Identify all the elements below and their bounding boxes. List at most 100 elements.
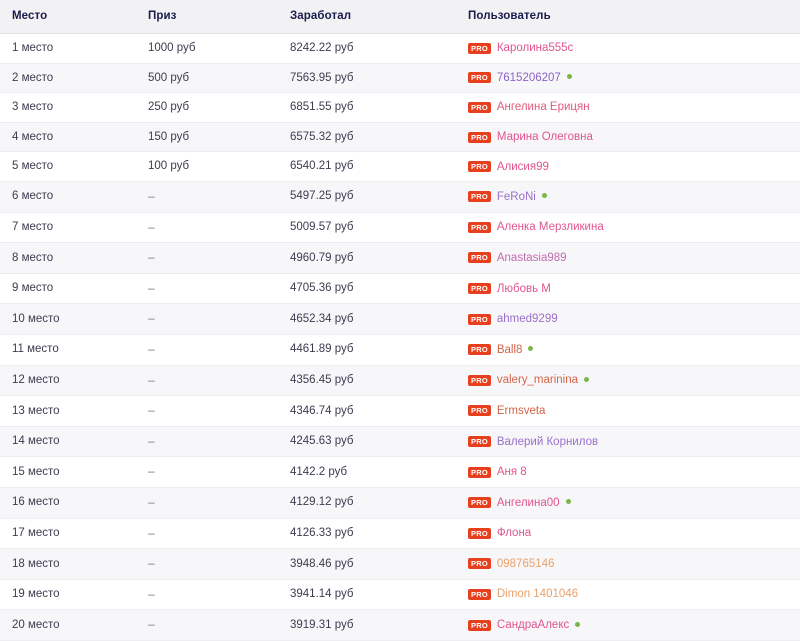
cell-user: PRO Ангелина Ерицян <box>466 92 800 123</box>
user-name-link[interactable]: Аня 8 <box>496 466 527 479</box>
user-name-link[interactable]: Марина Олеговна <box>496 131 593 144</box>
prize-dash: – <box>148 188 155 203</box>
user-name-link[interactable]: Валерий Корнилов <box>496 435 599 448</box>
cell-earned: 4705.36 руб <box>288 273 466 305</box>
table-row[interactable]: 17 место – 4126.33 руб PRO Флона <box>0 518 800 550</box>
cell-user: PRO Флона <box>466 518 800 550</box>
table-row[interactable]: 9 место – 4705.36 руб PRO Любовь М <box>0 273 800 305</box>
user-entry: PRO Anastasia989 <box>468 244 800 273</box>
table-row[interactable]: 12 место – 4356.45 руб PRO valery_marinina <box>0 365 800 397</box>
cell-prize: – <box>146 212 288 244</box>
cell-place: 20 место <box>0 609 146 641</box>
pro-badge-icon: PRO <box>468 497 491 509</box>
column-header-place[interactable]: Место <box>0 0 146 34</box>
user-entry: PRO Ангелина Ерицян <box>468 93 800 122</box>
column-header-earned[interactable]: Заработал <box>288 0 466 34</box>
cell-user: PRO Ermsveta <box>466 395 800 427</box>
cell-user: PRO 098765146 <box>466 548 800 580</box>
table-row[interactable]: 19 место – 3941.14 руб PRO Dimon 1401046 <box>0 579 800 611</box>
cell-user: PRO valery_marinina <box>466 365 800 397</box>
user-name-link[interactable]: 098765146 <box>496 557 555 570</box>
table-row[interactable]: 20 место – 3919.31 руб PRO СандраАлекс <box>0 609 800 641</box>
user-name-link[interactable]: ahmed9299 <box>496 313 558 326</box>
cell-user: PRO Anastasia989 <box>466 242 800 274</box>
pro-badge-icon: PRO <box>468 313 491 325</box>
cell-earned: 4960.79 руб <box>288 242 466 274</box>
cell-earned: 3941.14 руб <box>288 579 466 611</box>
cell-prize: – <box>146 548 288 580</box>
cell-earned: 4346.74 руб <box>288 395 466 427</box>
cell-prize: – <box>146 395 288 427</box>
cell-prize: 150 руб <box>146 122 288 153</box>
table-row[interactable]: 1 место 1000 руб 8242.22 руб PRO Каролина555… <box>0 33 800 64</box>
table-row[interactable]: 7 место – 5009.57 руб PRO Аленка Мерзликина <box>0 212 800 244</box>
table-row[interactable]: 18 место – 3948.46 руб PRO 098765146 <box>0 548 800 580</box>
cell-prize: 1000 руб <box>146 33 288 64</box>
user-entry: PRO Любовь М <box>468 274 800 303</box>
prize-dash: – <box>148 556 155 571</box>
user-name-link[interactable]: Алисия99 <box>496 160 549 173</box>
user-name-link[interactable]: Ball8 <box>496 343 523 356</box>
cell-user: PRO Валерий Корнилов <box>466 426 800 458</box>
prize-dash: – <box>148 494 155 509</box>
cell-place: 12 место <box>0 365 146 397</box>
user-name-link[interactable]: Каролина555с <box>496 42 574 55</box>
cell-place: 2 место <box>0 63 146 94</box>
cell-earned: 3919.31 руб <box>288 609 466 641</box>
column-header-prize[interactable]: Приз <box>146 0 288 34</box>
user-name-link[interactable]: Anastasia989 <box>496 251 567 264</box>
user-entry: PRO 098765146 <box>468 550 800 579</box>
user-name-link[interactable]: FeRoNi <box>496 190 536 203</box>
user-name-link[interactable]: Флона <box>496 527 532 540</box>
user-name-link[interactable]: valery_marinina <box>496 374 579 387</box>
table-row[interactable]: 6 место – 5497.25 руб PRO FeRoNi <box>0 181 800 213</box>
user-entry: PRO Марина Олеговна <box>468 123 800 152</box>
prize-dash: – <box>148 525 155 540</box>
table-row[interactable]: 4 место 150 руб 6575.32 руб PRO Марина Олего… <box>0 122 800 153</box>
table-row[interactable]: 13 место – 4346.74 руб PRO Ermsveta <box>0 395 800 427</box>
cell-place: 11 место <box>0 334 146 366</box>
user-name-link[interactable]: Ангелина Ерицян <box>496 101 590 114</box>
pro-badge-icon: PRO <box>468 42 491 54</box>
cell-user: PRO Любовь М <box>466 273 800 305</box>
cell-prize: – <box>146 273 288 305</box>
table-row[interactable]: 8 место – 4960.79 руб PRO Anastasia989 <box>0 242 800 274</box>
cell-user: PRO СандраАлекс <box>466 609 800 641</box>
user-name-link[interactable]: Dimon 1401046 <box>496 588 579 601</box>
user-name-link[interactable]: Ermsveta <box>496 404 546 417</box>
cell-earned: 5497.25 руб <box>288 181 466 213</box>
user-name-link[interactable]: Аленка Мерзликина <box>496 221 604 234</box>
user-entry: PRO 7615206207 <box>468 64 800 93</box>
user-entry: PRO Аленка Мерзликина <box>468 213 800 242</box>
table-row[interactable]: 16 место – 4129.12 руб PRO Ангелина00 <box>0 487 800 519</box>
table-row[interactable]: 3 место 250 руб 6851.55 руб PRO Ангелина Ери… <box>0 92 800 123</box>
table-row[interactable]: 15 место – 4142.2 руб PRO Аня 8 <box>0 456 800 488</box>
user-name-link[interactable]: Ангелина00 <box>496 496 560 509</box>
user-name-link[interactable]: Любовь М <box>496 282 551 295</box>
cell-user: PRO FeRoNi <box>466 181 800 213</box>
user-name-link[interactable]: 7615206207 <box>496 71 561 84</box>
cell-place: 4 место <box>0 122 146 153</box>
column-header-user[interactable]: Пользователь <box>466 0 800 34</box>
table-row[interactable]: 5 место 100 руб 6540.21 руб PRO Алисия99 <box>0 151 800 182</box>
cell-earned: 7563.95 руб <box>288 63 466 94</box>
online-status-icon <box>565 499 571 505</box>
cell-place: 15 место <box>0 456 146 488</box>
table-row[interactable]: 11 место – 4461.89 руб PRO Ball8 <box>0 334 800 366</box>
prize-dash: – <box>148 433 155 448</box>
table-row[interactable]: 14 место – 4245.63 руб PRO Валерий Корнилов <box>0 426 800 458</box>
cell-earned: 6851.55 руб <box>288 92 466 123</box>
cell-earned: 4142.2 руб <box>288 456 466 488</box>
cell-earned: 4245.63 руб <box>288 426 466 458</box>
table-row[interactable]: 10 место – 4652.34 руб PRO ahmed9299 <box>0 303 800 335</box>
pro-badge-icon: PRO <box>468 436 491 448</box>
user-entry: PRO FeRoNi <box>468 182 800 211</box>
user-entry: PRO Аня 8 <box>468 458 800 487</box>
table-row[interactable]: 2 место 500 руб 7563.95 руб PRO 7615206207 <box>0 63 800 94</box>
cell-prize: – <box>146 181 288 213</box>
user-entry: PRO Каролина555с <box>468 34 800 63</box>
user-entry: PRO Валерий Корнилов <box>468 427 800 456</box>
pro-badge-icon: PRO <box>468 131 491 143</box>
user-name-link[interactable]: СандраАлекс <box>496 619 570 632</box>
